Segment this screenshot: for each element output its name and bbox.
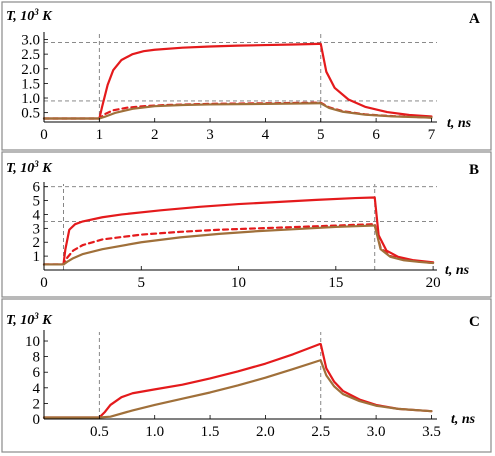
panel-c-x-tick-label-4: 2.5 xyxy=(311,424,330,440)
panel-c-x-tick-label-0: 0.5 xyxy=(90,424,109,440)
panel-c-x-tick-label-2: 1.5 xyxy=(201,424,220,440)
panel-a-y-tick-label-3: 2.0 xyxy=(21,62,40,78)
panel-a-x-axis-label: t, ns xyxy=(447,116,472,131)
panel-c-y-axis-label: T, 103 K xyxy=(6,311,53,328)
panel-c-x-tick-label-1: 1.0 xyxy=(145,424,164,440)
panel-b-y-tick-label-2: 3 xyxy=(33,221,41,237)
panel-c-y-tick-label-2: 4 xyxy=(33,381,41,397)
panel-b-y-tick-label-3: 4 xyxy=(33,207,41,223)
panel-b-y-axis-label: T, 103 K xyxy=(6,159,53,176)
panel-b-x-tick-label-2: 10 xyxy=(231,275,246,291)
panel-b-x-tick-label-1: 5 xyxy=(138,275,146,291)
panel-b-series-0-line xyxy=(42,196,435,266)
panel-a-y-tick-label-0: 0.5 xyxy=(21,106,40,122)
panel-a-x-tick-label-1: 1 xyxy=(96,127,104,143)
panel-b-letter: B xyxy=(469,162,479,178)
panel-b-frame xyxy=(1,151,492,298)
panel-b-y-tick-label-0: 1 xyxy=(33,249,41,265)
panel-c-letter: C xyxy=(469,314,480,330)
panel-c-y-tick-label-3: 6 xyxy=(33,365,41,381)
panel-a-series xyxy=(42,42,433,120)
panel-a-series-2-line xyxy=(42,102,433,120)
panel-b-y-tick-label-1: 2 xyxy=(33,235,41,251)
panel-a-x-tick-label-5: 5 xyxy=(317,127,325,143)
panel-a-x-tick-label-0: 0 xyxy=(40,127,48,143)
panel-a: 0 1 2 3 4 5 6 7 0.51.01.52.02.53.0 T, 103 K t, n… xyxy=(1,1,492,151)
panel-b-series xyxy=(42,196,435,266)
panel-c-frame xyxy=(1,298,492,453)
panel-b-y-tick-label-5: 6 xyxy=(33,180,41,196)
panel-a-x-tick-label-7: 7 xyxy=(428,127,436,143)
panel-a-axes: 0 1 2 3 4 5 6 7 0.51.01.52.02.53.0 xyxy=(21,32,437,143)
panel-c-series-0-line xyxy=(42,343,433,419)
panel-a-x-tick-label-3: 3 xyxy=(206,127,214,143)
panel-c-series xyxy=(42,343,433,419)
panel-c-x-tick-label-6: 3.5 xyxy=(422,424,441,440)
panel-b-series-2-line xyxy=(42,224,435,266)
panel-a-y-tick-label-5: 3.0 xyxy=(21,33,40,49)
panel-b-x-tick-label-4: 20 xyxy=(426,275,441,291)
panel-c-y-tick-label-4: 8 xyxy=(33,350,41,366)
panel-b-x-axis-label: t, ns xyxy=(445,263,470,278)
panel-a-letter: A xyxy=(469,11,480,27)
panel-a-y-tick-label-1: 1.0 xyxy=(21,91,40,107)
panel-c-x-axis-label: t, ns xyxy=(451,412,476,427)
panel-a-y-tick-label-4: 2.5 xyxy=(21,47,40,63)
panel-a-x-tick-label-4: 4 xyxy=(262,127,270,143)
panel-b-y-tick-label-4: 5 xyxy=(33,194,41,210)
panel-a-frame xyxy=(1,1,492,151)
panel-a-x-tick-label-2: 2 xyxy=(151,127,159,143)
panel-c-x-tick-label-5: 3.0 xyxy=(367,424,386,440)
panel-b-x-tick-label-3: 15 xyxy=(328,275,343,291)
panel-a-y-axis-label: T, 103 K xyxy=(6,7,53,24)
panel-c-y-tick-label-0: 0 xyxy=(33,412,41,428)
panel-a-y-tick-label-2: 1.5 xyxy=(21,76,40,92)
panel-a-series-0-line xyxy=(42,42,433,120)
panel-c-y-tick-label-5: 10 xyxy=(25,334,40,350)
panel-a-x-tick-label-6: 6 xyxy=(372,127,380,143)
panel-c-y-tick-label-1: 2 xyxy=(33,396,41,412)
panel-b-x-tick-label-0: 0 xyxy=(40,275,48,291)
panel-c-series-1-line xyxy=(42,359,433,419)
panel-c-x-tick-label-3: 2.0 xyxy=(256,424,275,440)
